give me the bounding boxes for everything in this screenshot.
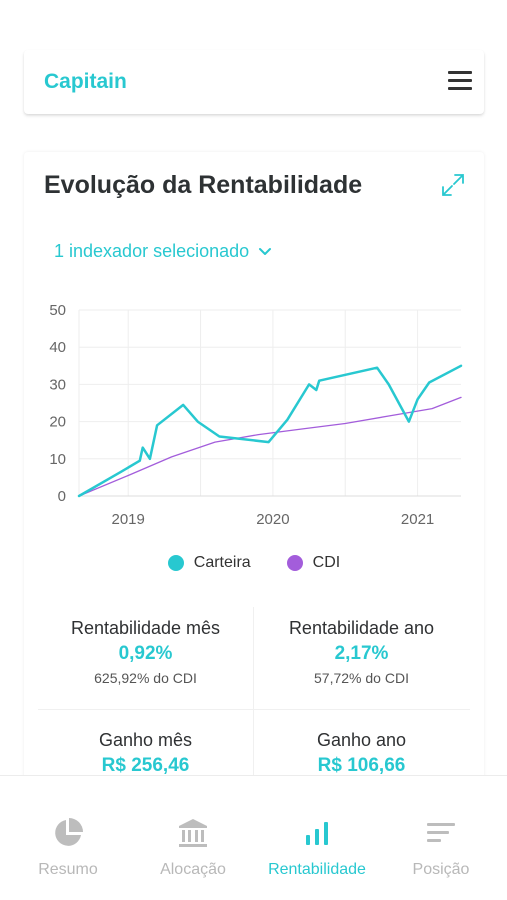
legend-label-cdi: CDI — [312, 554, 341, 571]
stat-sub: 625,92% do CDI — [94, 670, 197, 686]
stats-divider — [38, 709, 470, 710]
nav-label: Resumo — [38, 861, 98, 878]
stat-value: 0,92% — [118, 643, 173, 664]
nav-label: Alocação — [160, 861, 226, 878]
nav-label: Posição — [412, 861, 470, 878]
y-tick-label: 40 — [49, 339, 66, 356]
indexador-selector-label: 1 indexador selecionado — [54, 241, 250, 261]
y-tick-label: 50 — [49, 302, 66, 319]
stat-label: Rentabilidade mês — [70, 618, 221, 638]
legend-label-carteira: Carteira — [193, 554, 251, 571]
y-tick-label: 10 — [49, 451, 66, 468]
stat-value: R$ 106,66 — [317, 755, 406, 776]
hamburger-menu-icon[interactable] — [448, 69, 474, 93]
nav-item-rentabilidade[interactable]: Rentabilidade — [254, 816, 380, 879]
x-tick-label: 2019 — [112, 511, 145, 528]
bank-icon — [179, 819, 207, 847]
stat-rentabilidade-mes: Rentabilidade mês 0,92% 625,92% do CDI — [38, 618, 253, 686]
nav-item-resumo[interactable]: Resumo — [5, 816, 131, 879]
chart-legend: Carteira CDI — [24, 554, 484, 572]
stat-ganho-ano: Ganho ano R$ 106,66 — [254, 730, 469, 777]
stat-label: Ganho mês — [98, 730, 193, 750]
legend-dot-carteira — [167, 555, 184, 571]
stat-ganho-mes: Ganho mês R$ 256,46 — [38, 730, 253, 777]
app-header: Capitain — [24, 50, 484, 114]
series-line-cdi — [78, 396, 462, 497]
series-line-carteira — [77, 364, 463, 498]
rentabilidade-line-chart: 0 10 20 30 40 50 2019 2020 2021 — [49, 302, 463, 528]
y-tick-label: 20 — [49, 414, 66, 431]
stat-label: Ganho ano — [316, 730, 407, 750]
pie-chart-icon — [55, 818, 83, 846]
stat-value: R$ 256,46 — [101, 755, 190, 776]
x-tick-label: 2021 — [401, 511, 434, 528]
legend-item-cdi[interactable]: CDI — [286, 554, 341, 572]
bar-chart-icon — [306, 822, 328, 845]
bottom-navigation: Resumo Alocação Rentabilidade — [0, 775, 507, 900]
stat-label: Rentabilidade ano — [288, 618, 435, 638]
rentabilidade-card: Evolução da Rentabilidade 1 indexador se… — [24, 152, 484, 812]
chevron-down-icon — [259, 247, 272, 255]
list-icon — [427, 823, 455, 842]
nav-label: Rentabilidade — [268, 861, 366, 878]
chart-grid — [78, 309, 461, 497]
brand-logo[interactable]: Capitain — [44, 70, 127, 93]
legend-item-carteira[interactable]: Carteira — [167, 554, 251, 572]
y-tick-label: 0 — [58, 488, 66, 505]
chart-series — [77, 364, 463, 498]
card-title: Evolução da Rentabilidade — [44, 171, 363, 199]
stat-value: 2,17% — [334, 643, 389, 664]
legend-dot-cdi — [286, 555, 303, 571]
indexador-selector[interactable]: 1 indexador selecionado — [54, 241, 273, 262]
expand-icon[interactable] — [440, 172, 466, 198]
chart-axis-labels: 0 10 20 30 40 50 2019 2020 2021 — [49, 302, 434, 528]
stat-rentabilidade-ano: Rentabilidade ano 2,17% 57,72% do CDI — [254, 618, 469, 686]
y-tick-label: 30 — [49, 376, 66, 393]
nav-item-posicao[interactable]: Posição — [378, 816, 504, 879]
stat-sub: 57,72% do CDI — [314, 670, 409, 686]
nav-item-alocacao[interactable]: Alocação — [130, 816, 256, 879]
x-tick-label: 2020 — [256, 511, 289, 528]
